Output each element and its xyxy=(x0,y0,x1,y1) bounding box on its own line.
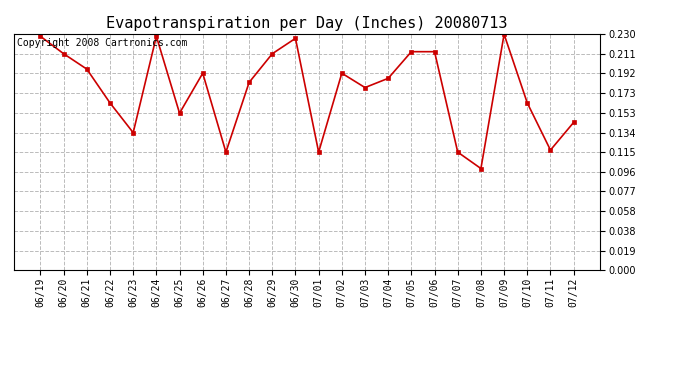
Text: Copyright 2008 Cartronics.com: Copyright 2008 Cartronics.com xyxy=(17,39,187,48)
Title: Evapotranspiration per Day (Inches) 20080713: Evapotranspiration per Day (Inches) 2008… xyxy=(106,16,508,31)
